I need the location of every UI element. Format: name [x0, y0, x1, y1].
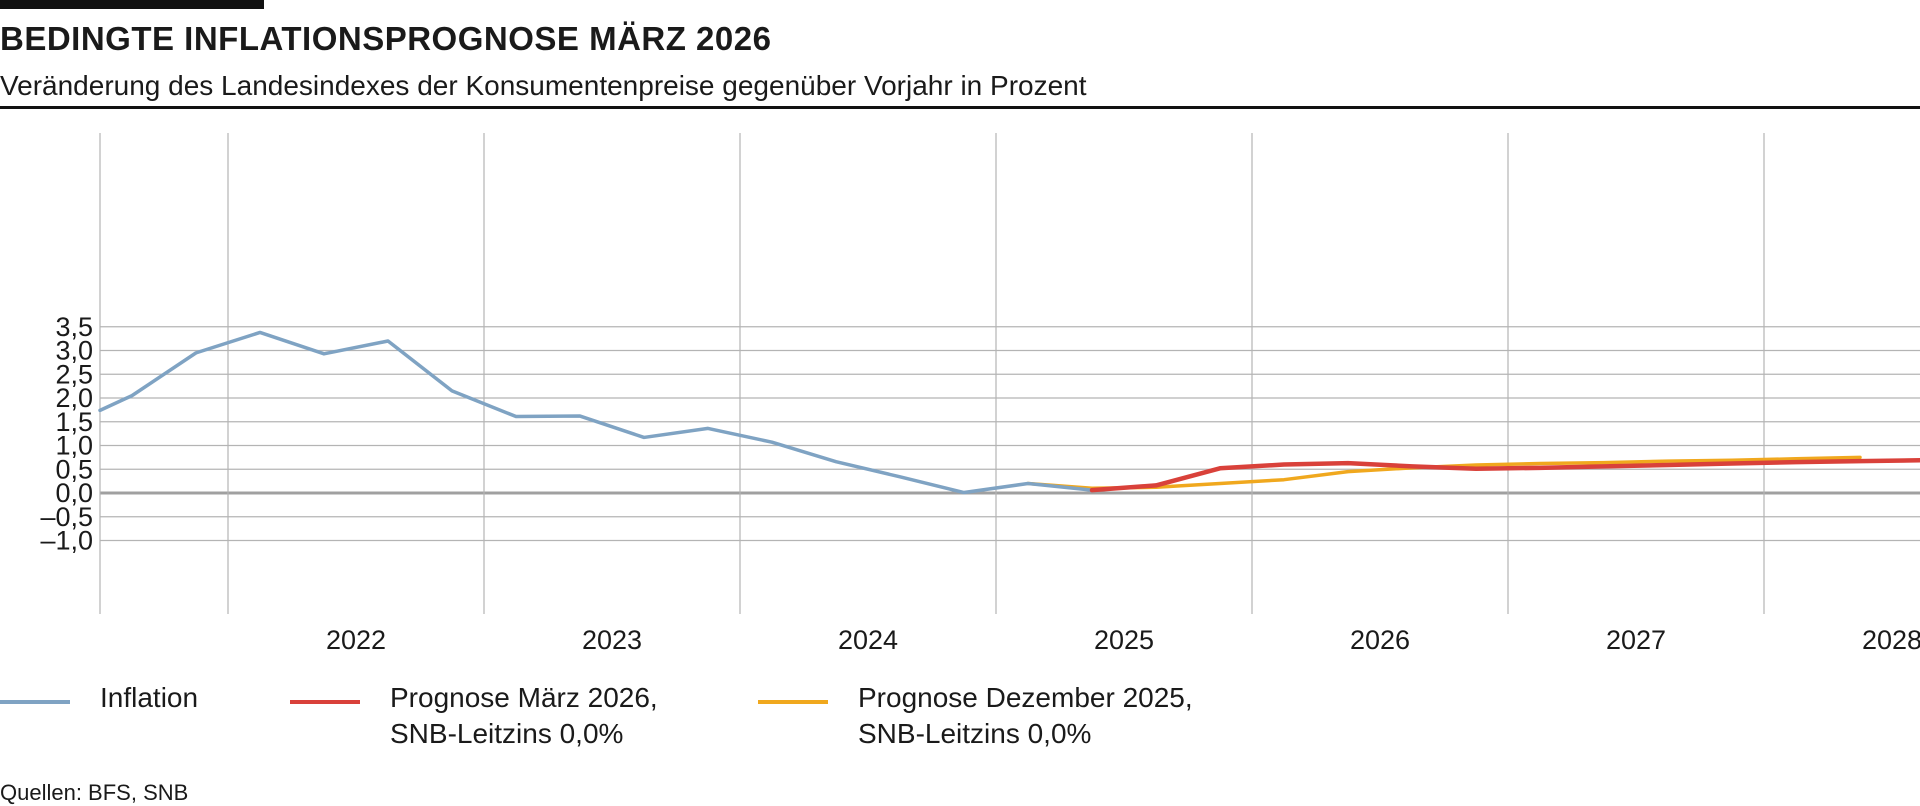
line-chart: 3,53,02,52,01,51,00,50,0–0,5–1,0 2022 202…	[40, 133, 1920, 655]
x-tick-label: 2023	[582, 625, 642, 655]
legend-swatch-inflation	[0, 700, 70, 704]
x-tick-label: 2024	[838, 625, 898, 655]
y-tick-label: –1,0	[40, 526, 93, 556]
legend: Inflation Prognose März 2026, SNB-Leitzi…	[0, 680, 1920, 760]
x-tick-label: 2022	[326, 625, 386, 655]
y-tick-label: 0,5	[55, 454, 93, 484]
x-tick-label: 2026	[1350, 625, 1410, 655]
chart-subtitle: Veränderung des Landesindexes der Konsum…	[0, 70, 1087, 101]
source-note: Quellen: BFS, SNB	[0, 780, 189, 805]
y-axis-tick-labels: 3,53,02,52,01,51,00,50,0–0,5–1,0	[40, 312, 93, 556]
x-tick-label: 2028	[1862, 625, 1920, 655]
legend-label-forecast-december-2025: Prognose Dezember 2025, SNB-Leitzins 0,0…	[858, 682, 1193, 749]
series-line-forecast-march-2026	[1089, 458, 1920, 493]
y-tick-label: 1,0	[55, 431, 93, 461]
x-tick-label: 2025	[1094, 625, 1154, 655]
y-tick-label: 3,5	[55, 312, 93, 342]
x-tick-label: 2027	[1606, 625, 1666, 655]
legend-swatch-forecast-december-2025	[758, 700, 828, 704]
y-tick-label: –0,5	[40, 502, 93, 532]
legend-label-forecast-march-2026: Prognose März 2026, SNB-Leitzins 0,0%	[390, 682, 658, 749]
legend-swatch-forecast-march-2026	[290, 700, 360, 704]
header-rule	[0, 106, 1920, 109]
legend-label-inflation: Inflation	[100, 682, 199, 713]
horizontal-gridlines	[100, 326, 1920, 542]
y-tick-label: 2,0	[55, 383, 93, 413]
y-tick-label: 2,5	[55, 359, 93, 389]
vertical-gridlines	[99, 133, 1765, 614]
y-tick-label: 3,0	[55, 336, 93, 366]
y-tick-label: 1,5	[55, 407, 93, 437]
series-line-inflation	[98, 330, 1094, 495]
title-accent-bar	[0, 0, 264, 9]
y-tick-label: 0,0	[55, 478, 93, 508]
chart-title: BEDINGTE INFLATIONSPROGNOSE MÄRZ 2026	[0, 20, 772, 57]
x-axis-tick-labels: 2022 2023 2024 2025 2026 2027 2028	[326, 625, 1920, 655]
chart-series	[98, 330, 1920, 495]
